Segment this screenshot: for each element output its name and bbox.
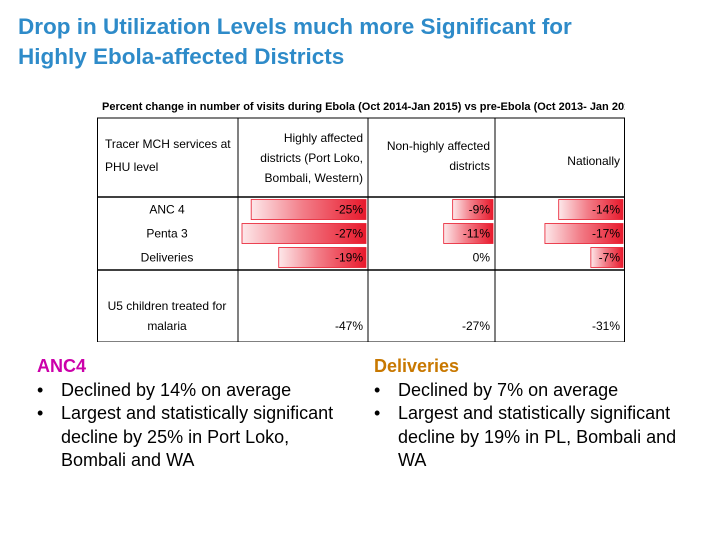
value-highly-1: -27% <box>335 227 363 241</box>
notes-anc4-bullet-1-text: Declined by 14% on average <box>61 379 292 400</box>
title-line-2: Highly Ebola-affected Districts <box>18 44 345 69</box>
bar-national-2 <box>590 247 624 268</box>
row-label-line: malaria <box>147 319 187 333</box>
value-non-highly-2: 0% <box>473 251 491 265</box>
notes-anc4-heading: ANC4 <box>37 356 87 376</box>
table-grid <box>97 117 625 342</box>
bullet-dot-icon: • <box>37 379 44 400</box>
notes-anc4-list: • Declined by 14% on average • Largest and… <box>37 379 347 473</box>
bar-highly-0 <box>250 199 367 220</box>
row-header-line: Tracer MCH services at <box>105 137 231 151</box>
row-label-2: Deliveries <box>141 251 194 265</box>
value-national-0: -14% <box>592 203 620 217</box>
col-header-line: Bombali, Western) <box>265 171 363 185</box>
col-header-non-highly: Non-highly affected districts <box>387 139 490 173</box>
row-label-3: U5 children treated for malaria <box>108 299 227 333</box>
bar-national-1 <box>544 223 624 244</box>
table-headers: Tracer MCH services at PHU level Highly af… <box>105 131 620 185</box>
table-title: Percent change in number of visits durin… <box>102 101 625 113</box>
row-header-line: PHU level <box>105 160 158 174</box>
row-label-line: U5 children treated for <box>108 299 227 313</box>
col-header-line: Non-highly affected <box>387 139 490 153</box>
value-national-1: -17% <box>592 227 620 241</box>
bar-non-highly-1 <box>443 223 494 244</box>
value-highly-3: -47% <box>335 319 363 333</box>
col-header-line: Highly affected <box>284 131 363 145</box>
notes-deliveries-heading: Deliveries <box>374 356 460 376</box>
bar-non-highly-0 <box>452 199 494 220</box>
title-line-1: Drop in Utilization Levels much more Sig… <box>18 14 572 39</box>
notes-anc4: ANC4 • Declined by 14% on average • Larges… <box>37 355 347 473</box>
col-header-highly: Highly affected districts (Port Loko, Bomb… <box>260 131 363 185</box>
bullet-dot-icon: • <box>374 379 381 400</box>
value-national-2: -7% <box>599 251 621 265</box>
notes-anc4-bullet-2-text: Largest and statistically significant de… <box>61 403 334 470</box>
value-non-highly-0: -9% <box>469 203 491 217</box>
value-non-highly-3: -27% <box>462 319 490 333</box>
table-cells: ANC 4 -25% -9% -14% Penta 3 -27% -11% -17% Deliv… <box>108 203 621 334</box>
row-label-1: Penta 3 <box>146 227 188 241</box>
bar-national-0 <box>558 199 624 220</box>
value-highly-0: -25% <box>335 203 363 217</box>
notes-deliveries-bullet-1: • Declined by 7% on average <box>374 379 684 403</box>
col-header-line: districts (Port Loko, <box>260 151 363 165</box>
notes-deliveries: Deliveries • Declined by 7% on average • L… <box>374 355 684 473</box>
notes-deliveries-bullet-2: • Largest and statistically significant d… <box>374 402 684 473</box>
value-highly-2: -19% <box>335 251 363 265</box>
notes-deliveries-bullet-1-text: Declined by 7% on average <box>398 379 619 400</box>
bar-highly-2 <box>278 247 367 268</box>
utilization-table-svg: Percent change in number of visits durin… <box>97 101 625 342</box>
slide-title: Drop in Utilization Levels much more Sig… <box>18 12 708 72</box>
col-header-line: districts <box>449 159 490 173</box>
value-national-3: -31% <box>592 319 620 333</box>
bar-highly-1 <box>241 223 367 244</box>
row-header-label: Tracer MCH services at PHU level <box>105 137 231 174</box>
bullet-dot-icon: • <box>37 403 44 423</box>
notes-deliveries-bullet-2-text: Largest and statistically significant de… <box>398 403 677 470</box>
notes-anc4-bullet-1: • Declined by 14% on average <box>37 379 347 403</box>
col-header-national: Nationally <box>567 154 620 168</box>
notes-deliveries-list: • Declined by 7% on average • Largest and … <box>374 379 684 473</box>
value-non-highly-1: -11% <box>463 227 490 241</box>
utilization-table: Percent change in number of visits durin… <box>97 95 625 342</box>
bullet-dot-icon: • <box>374 403 381 423</box>
notes-anc4-bullet-2: • Largest and statistically significant d… <box>37 402 347 473</box>
table-bars <box>241 199 624 268</box>
col-header-line: Nationally <box>567 154 620 168</box>
row-label-0: ANC 4 <box>149 203 185 217</box>
